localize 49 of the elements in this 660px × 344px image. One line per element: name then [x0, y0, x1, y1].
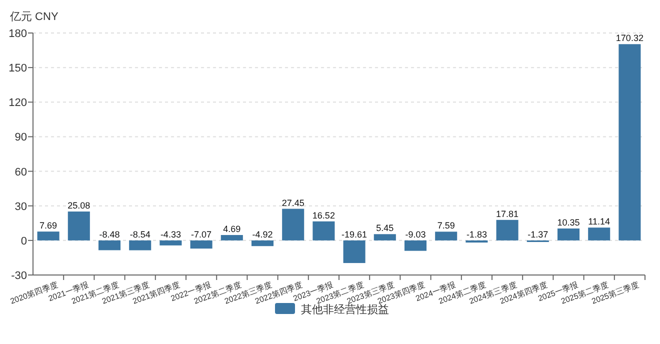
data-label: -7.07 — [191, 229, 212, 240]
bar — [68, 212, 90, 240]
data-label: 10.35 — [557, 218, 580, 228]
bar — [466, 240, 488, 243]
data-label: -4.92 — [252, 229, 273, 240]
y-tick-label: 0 — [20, 235, 27, 248]
data-label: 5.45 — [376, 223, 394, 234]
data-label: -8.54 — [130, 229, 150, 240]
data-label: 27.45 — [282, 198, 304, 208]
bar — [220, 235, 243, 240]
data-label: 170.32 — [616, 33, 644, 44]
bar — [343, 240, 366, 264]
bar — [618, 44, 641, 240]
bar — [374, 234, 396, 240]
bar — [496, 220, 518, 240]
data-label: -9.03 — [405, 229, 426, 240]
bar — [37, 232, 60, 240]
data-label: 11.14 — [588, 216, 610, 227]
data-label: -4.33 — [160, 229, 181, 240]
y-axis-title: 亿元 CNY — [9, 11, 59, 23]
y-tick-label: 120 — [8, 97, 27, 110]
bar — [251, 240, 274, 246]
data-label: -1.83 — [466, 229, 487, 240]
y-tick-label: 30 — [14, 200, 27, 213]
bar — [160, 240, 182, 246]
data-label: 16.52 — [312, 210, 335, 220]
data-label: 17.81 — [496, 208, 519, 219]
bar — [98, 240, 121, 250]
data-label: -19.61 — [342, 229, 368, 240]
y-tick-label: -30 — [11, 270, 27, 282]
legend-label: 其他非经营性损益 — [301, 303, 389, 316]
bar — [404, 240, 427, 251]
bar — [588, 228, 610, 240]
y-tick-label: 60 — [14, 166, 27, 178]
y-tick-label: 90 — [14, 132, 27, 144]
data-label: -1.37 — [528, 229, 548, 240]
bar — [557, 228, 580, 240]
data-label: 7.59 — [437, 220, 455, 231]
data-label: -8.48 — [99, 229, 120, 240]
bar — [282, 208, 304, 240]
bar — [435, 232, 458, 240]
y-tick-label: 180 — [8, 28, 27, 40]
bar — [190, 240, 212, 249]
data-label: 25.08 — [68, 200, 90, 211]
data-label: 7.69 — [40, 220, 58, 231]
y-tick-label: 150 — [8, 62, 27, 75]
data-label: 4.69 — [223, 224, 241, 234]
bar — [129, 240, 152, 250]
bar — [312, 221, 335, 240]
